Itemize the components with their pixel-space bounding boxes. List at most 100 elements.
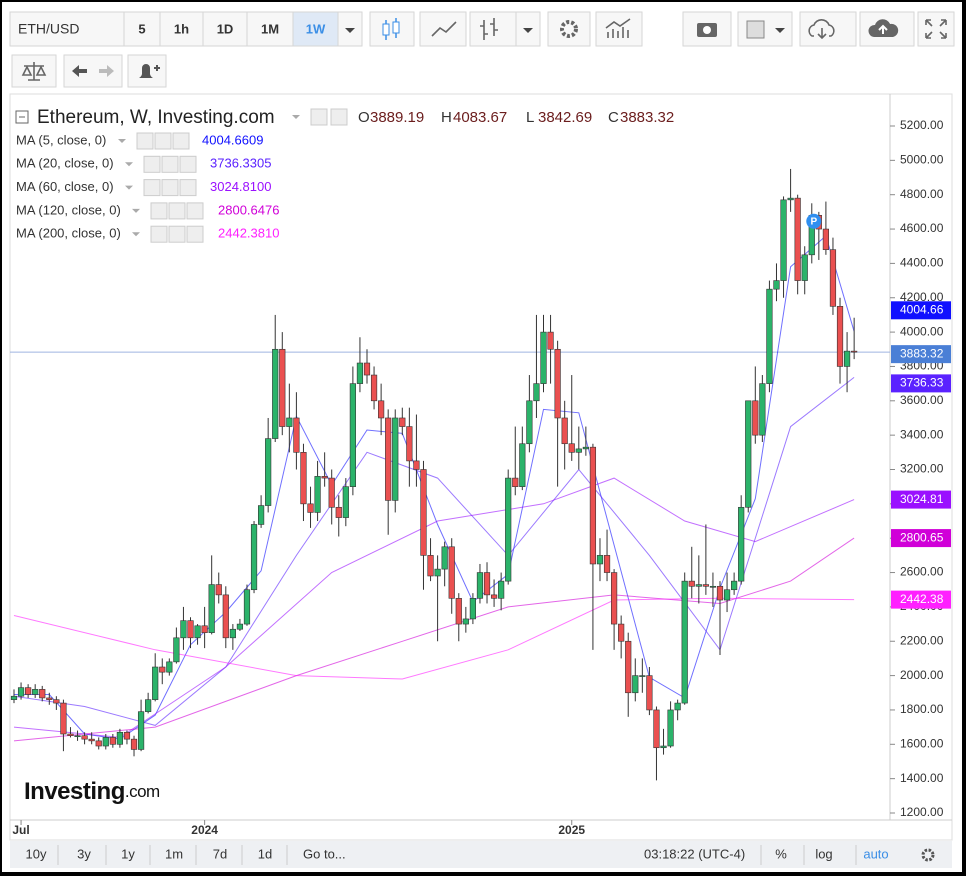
icon-box[interactable] — [330, 108, 348, 126]
icon-box[interactable] — [172, 132, 190, 150]
y-tick-label: 1200.00 — [900, 805, 944, 819]
range-button[interactable]: 7d — [213, 846, 227, 861]
candle-body — [441, 546, 448, 570]
candle-body — [794, 197, 801, 281]
icon-box[interactable] — [143, 155, 161, 173]
icon-box[interactable] — [150, 202, 168, 220]
goto[interactable]: Go to... — [303, 846, 346, 861]
candle-body — [632, 675, 639, 694]
icon-box[interactable] — [150, 225, 168, 243]
caret — [345, 28, 355, 33]
ohlc-label: H — [441, 109, 452, 126]
candle-body — [74, 735, 81, 738]
candle-body — [434, 568, 441, 577]
candle-body — [307, 503, 314, 513]
settings-button[interactable] — [547, 11, 591, 47]
scale-option[interactable]: auto — [863, 846, 888, 861]
range-button[interactable]: 10y — [26, 846, 47, 861]
candle-body — [843, 350, 851, 367]
icon-box[interactable] — [161, 155, 179, 173]
indicators-button[interactable] — [595, 11, 643, 47]
interval-button[interactable] — [246, 11, 294, 47]
x-tick-label: Jul — [12, 823, 29, 837]
interval-label[interactable]: 1M — [261, 21, 279, 36]
y-tick-label: 3200.00 — [900, 462, 944, 476]
scale-option[interactable]: % — [775, 846, 787, 861]
icon-box[interactable] — [168, 202, 186, 220]
interval-button[interactable] — [159, 11, 204, 47]
interval-label[interactable]: 1D — [217, 21, 234, 36]
scale-option[interactable]: log — [815, 846, 832, 861]
candle-body — [10, 695, 18, 700]
icon-box[interactable] — [186, 225, 204, 243]
price-tag-label: 3736.33 — [900, 376, 944, 390]
cloud-up-icon — [878, 24, 888, 34]
interval-button[interactable] — [202, 11, 248, 47]
candle-body — [540, 331, 547, 384]
icon-box[interactable] — [154, 132, 172, 150]
icon-box[interactable] — [168, 225, 186, 243]
candle-body — [145, 699, 152, 712]
gear-icon — [560, 20, 578, 38]
candle-body — [370, 374, 378, 402]
y-tick-label: 2000.00 — [900, 668, 944, 682]
bars-button[interactable] — [469, 11, 517, 47]
line-icon — [431, 21, 457, 37]
candle-body — [67, 733, 74, 737]
candle-body — [392, 417, 399, 501]
line-button[interactable] — [419, 11, 467, 47]
range-button[interactable]: 1y — [121, 846, 135, 861]
icon-box[interactable] — [179, 155, 197, 173]
fullscreen-button[interactable] — [917, 11, 955, 47]
price-tag-label: 3024.81 — [900, 492, 944, 506]
event-marker[interactable] — [806, 213, 822, 229]
candle-body — [250, 524, 258, 591]
candle-body — [39, 689, 46, 699]
candle-body — [822, 228, 829, 250]
ma-line — [13, 537, 855, 742]
caret — [775, 28, 785, 33]
candle-body — [766, 288, 773, 384]
candle-body — [547, 331, 554, 350]
ohlc-label: L — [526, 109, 534, 126]
fullscreen-icon — [925, 19, 947, 39]
icon-box[interactable] — [186, 202, 204, 220]
candle-body — [519, 443, 526, 487]
interval-label[interactable]: 1h — [174, 21, 189, 36]
icon-box[interactable] — [143, 179, 161, 197]
price-tag-label: 2442.38 — [900, 592, 944, 606]
icon-box[interactable] — [136, 132, 154, 150]
candle-body — [328, 477, 335, 508]
caret — [132, 208, 140, 213]
interval-label[interactable]: 1W — [306, 21, 326, 36]
candle-body — [314, 476, 321, 513]
candle-body — [194, 625, 201, 639]
candle-body — [836, 306, 844, 367]
icon-box[interactable] — [179, 179, 197, 197]
symbol[interactable]: ETH/USD — [18, 21, 79, 37]
candle-body — [526, 400, 533, 445]
load-button[interactable] — [799, 11, 857, 47]
interval-label[interactable]: 5 — [138, 21, 145, 36]
price-tag — [891, 529, 951, 548]
candles-button[interactable] — [369, 11, 415, 47]
symbol-box[interactable] — [9, 11, 125, 47]
x-tick-label: 2024 — [191, 823, 218, 837]
range-button[interactable]: 3y — [77, 846, 91, 861]
candle-body — [130, 738, 138, 750]
candle-body — [780, 199, 787, 281]
plot: 1200.00 1400.00 1600.00 1800.00 2000.00 2200.… — [10, 118, 951, 837]
settings-icon[interactable] — [921, 848, 935, 862]
interval-button[interactable] — [292, 11, 339, 47]
candle-body — [420, 469, 427, 556]
range-button[interactable]: 1d — [258, 846, 272, 861]
icon-box[interactable] — [161, 179, 179, 197]
range-button[interactable]: 1m — [165, 846, 183, 861]
icon-box[interactable] — [310, 108, 328, 126]
candle-body — [561, 417, 568, 445]
candle-body — [469, 598, 477, 620]
chart-title: Ethereum, W, Investing.com — [37, 107, 275, 128]
y-tick-label: 2200.00 — [900, 633, 944, 647]
candle-body — [201, 625, 208, 633]
ohlc-label: C — [608, 109, 619, 126]
